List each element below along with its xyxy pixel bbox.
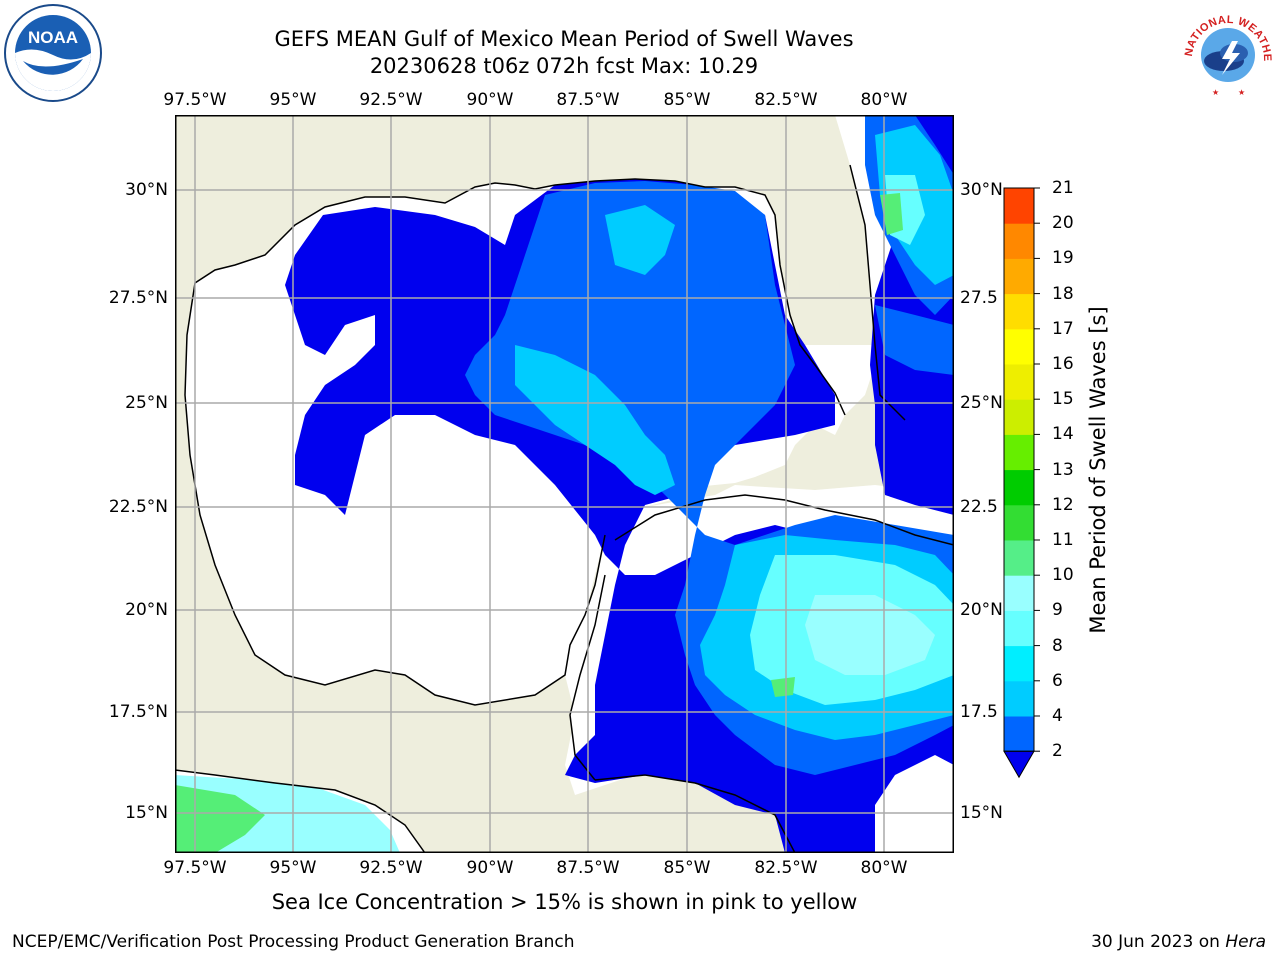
colorbar-tick-label: 21 xyxy=(1052,178,1074,198)
lat-tick-left: 25°N xyxy=(125,393,168,413)
lat-tick-right: 30°N xyxy=(960,180,1003,200)
lon-tick-top: 80°W xyxy=(860,90,908,110)
colorbar-tick-label: 15 xyxy=(1052,389,1074,410)
colorbar xyxy=(1000,185,1050,789)
colorbar-tick-label: 6 xyxy=(1052,670,1063,691)
map-canvas xyxy=(175,115,954,853)
colorbar-tick-label: 18 xyxy=(1052,283,1074,304)
lon-tick-bottom: 85°W xyxy=(663,858,711,878)
date-stamp: 30 Jun 2023 on Hera xyxy=(1091,932,1266,952)
graticule xyxy=(175,115,954,853)
lon-tick-bottom: 87.5°W xyxy=(556,858,620,878)
svg-text:NOAA: NOAA xyxy=(28,28,78,47)
nws-logo: NATIONAL WEATHER SERVICE ★ ★ xyxy=(1174,0,1278,103)
colorbar-tick-label: 20 xyxy=(1052,213,1074,234)
colorbar-tick-label: 4 xyxy=(1052,706,1063,726)
colorbar-segment xyxy=(1004,469,1034,506)
svg-text:★: ★ xyxy=(1238,88,1245,97)
colorbar-segment xyxy=(1004,610,1034,647)
lat-tick-left: 17.5°N xyxy=(108,702,168,722)
colorbar-tick-label: 10 xyxy=(1052,565,1074,586)
colorbar-segment xyxy=(1004,434,1034,471)
lat-tick-left: 27.5°N xyxy=(108,288,168,308)
lon-tick-bottom: 97.5°W xyxy=(163,858,227,878)
colorbar-segment xyxy=(1004,364,1034,400)
noaa-logo: NOAA xyxy=(3,3,103,103)
lon-tick-bottom: 92.5°W xyxy=(359,858,423,878)
colorbar-segment xyxy=(1004,188,1034,224)
lat-tick-right: 15°N xyxy=(960,803,1003,823)
colorbar-tick-label: 12 xyxy=(1052,494,1074,515)
colorbar-tick-label: 14 xyxy=(1052,424,1074,445)
colorbar-tick-label: 11 xyxy=(1052,530,1074,550)
colorbar-tick-label: 13 xyxy=(1052,459,1074,480)
lat-tick-left: 15°N xyxy=(125,803,168,823)
colorbar-segment xyxy=(1004,540,1034,576)
colorbar-segment xyxy=(1004,575,1034,611)
lon-tick-top: 92.5°W xyxy=(359,90,423,110)
colorbar-segment xyxy=(1004,645,1034,682)
map-title: GEFS MEAN Gulf of Mexico Mean Period of … xyxy=(274,27,854,51)
date-text: 30 Jun 2023 on xyxy=(1091,932,1226,952)
colorbar-segment xyxy=(1004,258,1034,295)
lat-tick-right: 17.5 xyxy=(960,702,998,722)
credit-line: NCEP/EMC/Verification Post Processing Pr… xyxy=(12,932,575,952)
colorbar-extend-arrow xyxy=(1003,750,1035,779)
colorbar-graphic xyxy=(1003,187,1040,779)
colorbar-tick-label: 16 xyxy=(1052,354,1074,374)
colorbar-segment xyxy=(1004,399,1034,435)
coastline xyxy=(175,164,954,853)
lon-tick-top: 95°W xyxy=(269,90,317,110)
lat-tick-right: 25°N xyxy=(960,393,1003,413)
machine-name: Hera xyxy=(1225,932,1266,952)
lat-tick-right: 27.5 xyxy=(960,288,998,308)
colorbar-tick-label: 2 xyxy=(1052,741,1063,762)
colorbar-segment xyxy=(1004,504,1034,541)
map-panel xyxy=(175,115,954,853)
lon-tick-top: 90°W xyxy=(466,90,514,110)
lon-tick-top: 87.5°W xyxy=(556,90,620,110)
colorbar-tick-label: 17 xyxy=(1052,318,1074,339)
lat-tick-left: 22.5°N xyxy=(108,497,168,517)
map-border xyxy=(175,115,954,853)
lon-tick-top: 97.5°W xyxy=(163,90,227,110)
map-subtitle: 20230628 t06z 072h fcst Max: 10.29 xyxy=(369,54,759,78)
lat-tick-left: 30°N xyxy=(125,180,168,200)
lon-tick-bottom: 80°W xyxy=(860,858,908,878)
sea-ice-note: Sea Ice Concentration > 15% is shown in … xyxy=(271,890,858,914)
svg-text:★: ★ xyxy=(1212,88,1219,97)
colorbar-segment xyxy=(1004,328,1034,365)
colorbar-segment xyxy=(1004,223,1034,259)
lat-tick-right: 22.5 xyxy=(960,497,998,517)
colorbar-segment xyxy=(1004,680,1034,717)
lon-tick-bottom: 82.5°W xyxy=(754,858,818,878)
lon-tick-top: 85°W xyxy=(663,90,711,110)
lat-tick-left: 20°N xyxy=(125,600,168,620)
colorbar-segment xyxy=(1004,716,1034,752)
colorbar-segment xyxy=(1004,293,1034,330)
lon-tick-bottom: 95°W xyxy=(269,858,317,878)
colorbar-tick-label: 19 xyxy=(1052,248,1074,269)
swell-10s-field xyxy=(175,193,903,853)
lat-tick-right: 20°N xyxy=(960,600,1003,620)
colorbar-tick-label: 8 xyxy=(1052,635,1063,656)
colorbar-tick-label: 9 xyxy=(1052,600,1063,621)
lon-tick-top: 82.5°W xyxy=(754,90,818,110)
lon-tick-bottom: 90°W xyxy=(466,858,514,878)
